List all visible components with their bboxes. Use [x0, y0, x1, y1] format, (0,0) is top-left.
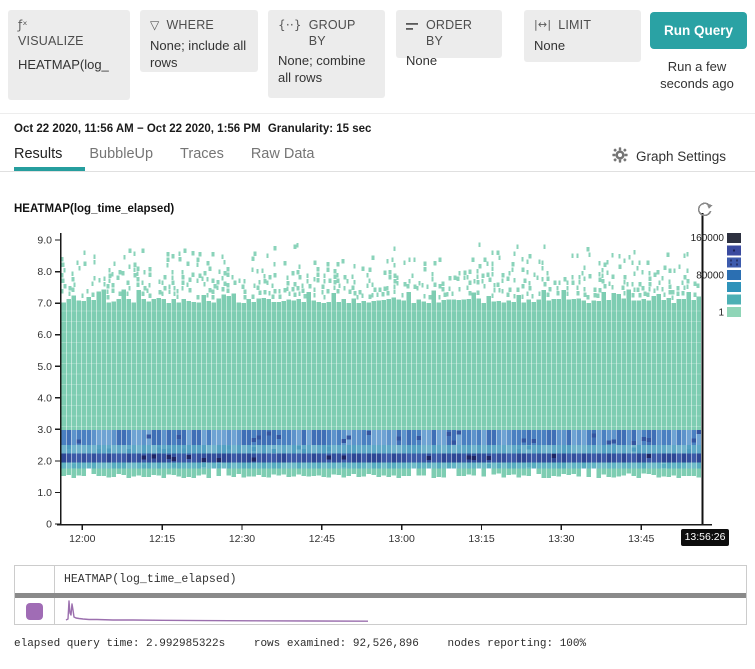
group-by-panel[interactable]: {··} GROUP BY None; combine all rows: [268, 10, 385, 98]
tabs-border: [0, 171, 755, 172]
order-by-label: ORDER BY: [426, 18, 473, 48]
svg-text:12:30: 12:30: [229, 533, 255, 545]
svg-text:1.0: 1.0: [37, 487, 52, 499]
graph-settings-button[interactable]: Graph Settings: [612, 147, 726, 166]
svg-text:7.0: 7.0: [37, 298, 52, 310]
where-panel[interactable]: ▽ WHERE None; include all rows: [140, 10, 258, 72]
distribution-sparkline: [65, 600, 369, 622]
limit-icon: |↔|: [534, 18, 552, 31]
limit-value: None: [534, 37, 566, 53]
query-status-bar: elapsed query time: 2.992985322s rows ex…: [14, 638, 608, 650]
toolbar-divider: [0, 113, 755, 114]
results-tabs: Results BubbleUp Traces Raw Data: [14, 146, 315, 162]
summary-swatch-column-header: [15, 566, 55, 593]
group-by-value: None; combine all rows: [278, 53, 366, 86]
svg-text:5.0: 5.0: [37, 361, 52, 373]
visualize-value: HEATMAP(log_: [18, 57, 109, 73]
svg-text:3.0: 3.0: [37, 424, 52, 436]
svg-text:13:45: 13:45: [628, 533, 654, 545]
summary-table-header: HEATMAP(log_time_elapsed): [15, 566, 746, 598]
tab-raw-data[interactable]: Raw Data: [250, 146, 315, 162]
tab-bubbleup[interactable]: BubbleUp: [89, 146, 154, 162]
svg-text:6.0: 6.0: [37, 329, 52, 341]
limit-label: LIMIT: [558, 18, 592, 32]
order-by-value: None: [406, 53, 438, 69]
svg-text:8.0: 8.0: [37, 266, 52, 278]
svg-text:80000: 80000: [696, 271, 724, 282]
time-range-label[interactable]: Oct 22 2020, 11:56 AM − Oct 22 2020, 1:5…: [14, 123, 372, 135]
svg-text:4.0: 4.0: [37, 392, 52, 404]
series-color-swatch: [26, 602, 43, 620]
where-label: WHERE: [166, 18, 214, 32]
elapsed-query-time: elapsed query time: 2.992985322s: [14, 638, 226, 650]
svg-text:0: 0: [46, 519, 52, 531]
gear-icon: [612, 147, 628, 166]
svg-text:13:30: 13:30: [548, 533, 574, 545]
svg-text:12:15: 12:15: [149, 533, 175, 545]
reset-zoom-icon: [697, 202, 713, 217]
svg-text:12:45: 12:45: [309, 533, 335, 545]
svg-text:2.0: 2.0: [37, 455, 52, 467]
filter-icon: ▽: [150, 18, 160, 32]
svg-text:12:00: 12:00: [69, 533, 95, 545]
where-value: None; include all rows: [150, 37, 247, 70]
summary-table: HEATMAP(log_time_elapsed): [14, 565, 747, 625]
order-by-panel[interactable]: ORDER BY None: [396, 10, 502, 68]
summary-table-row[interactable]: [15, 598, 746, 624]
tab-results[interactable]: Results: [14, 146, 63, 162]
run-status-text: Run a few seconds ago: [660, 59, 734, 91]
svg-text:9.0: 9.0: [37, 235, 52, 247]
sort-icon: [406, 18, 419, 37]
svg-text:1: 1: [718, 308, 724, 319]
limit-panel[interactable]: |↔| LIMIT None: [524, 10, 641, 62]
tab-traces[interactable]: Traces: [180, 146, 224, 162]
group-icon: {··}: [278, 18, 302, 32]
cursor-time-badge: 13:56:26: [681, 529, 729, 546]
visualize-panel[interactable]: ƒˣ VISUALIZE HEATMAP(log_: [8, 10, 130, 100]
graph-settings-label: Graph Settings: [636, 149, 727, 164]
rows-examined: rows examined: 92,526,896: [253, 638, 419, 650]
group-by-label: GROUP BY: [308, 18, 356, 48]
fx-icon: ƒˣ: [18, 18, 28, 32]
summary-column-label: HEATMAP(log_time_elapsed): [64, 573, 237, 586]
visualize-label: VISUALIZE: [18, 33, 84, 48]
svg-text:160000: 160000: [691, 233, 725, 244]
svg-text:13:00: 13:00: [389, 533, 415, 545]
svg-text:13:15: 13:15: [468, 533, 494, 545]
run-query-button[interactable]: Run Query: [650, 12, 747, 49]
nodes-reporting: nodes reporting: 100%: [447, 638, 587, 650]
heatmap-chart[interactable]: 9.0 8.0 7.0 6.0 5.0 4.0 3.0 2.0 1.0 0 12:00 12:15 12…: [0, 185, 755, 560]
active-tab-underline: [14, 167, 85, 171]
chart-title: HEATMAP(log_time_elapsed): [14, 203, 175, 215]
